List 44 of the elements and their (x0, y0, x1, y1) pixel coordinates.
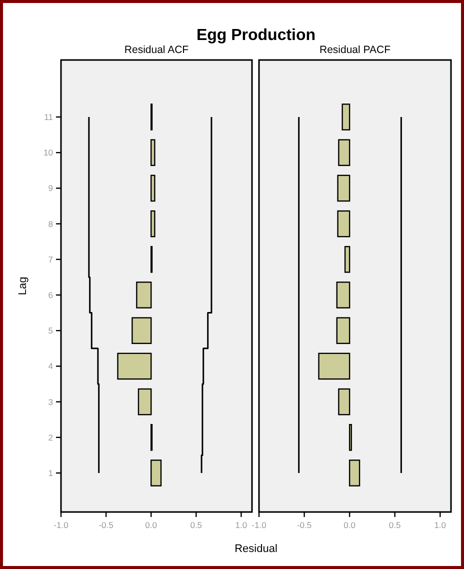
y-tick-label: 6 (48, 290, 54, 300)
bar (150, 139, 156, 166)
bar (336, 282, 350, 308)
bar (138, 388, 152, 416)
bar (132, 317, 152, 344)
bar (136, 282, 152, 308)
bar (150, 210, 156, 238)
chart-subtitle: Residual ACF (124, 44, 189, 56)
bar (342, 104, 350, 130)
y-tick-label: 4 (48, 361, 54, 372)
y-tick-label: 3 (48, 396, 54, 407)
x-tick-label: 1.0 (235, 520, 248, 530)
y-tick-label: 10 (44, 148, 54, 158)
x-tick-label: 1.0 (434, 520, 446, 530)
y-tick-label: 11 (44, 112, 54, 122)
bar (318, 352, 350, 380)
x-tick-label: -1.0 (252, 520, 267, 530)
x-tick-label: 0.0 (344, 520, 356, 530)
x-tick-label: -0.5 (98, 520, 114, 530)
chart-title: Egg Production (196, 27, 316, 44)
bar (337, 174, 350, 202)
x-tick-label: 0.0 (145, 520, 158, 530)
x-tick-label: 0.5 (388, 520, 402, 530)
y-tick-label: 8 (48, 218, 54, 229)
x-tick-label: -0.5 (296, 520, 312, 530)
y-tick-label: 2 (48, 432, 54, 442)
bar (150, 460, 162, 486)
bar (344, 246, 350, 273)
chart-subtitle: Residual PACF (320, 44, 390, 56)
y-axis-title: Lag (17, 276, 29, 296)
x-axis-title: Residual (234, 543, 278, 555)
y-tick-label: 7 (48, 254, 54, 264)
x-tick-label: -1.0 (54, 520, 69, 530)
bar (336, 317, 350, 344)
bar (338, 139, 350, 166)
bar (338, 388, 350, 416)
y-tick-label: 9 (48, 183, 54, 194)
bar (150, 174, 156, 202)
bar (348, 460, 360, 486)
y-tick-label: 1 (48, 468, 54, 478)
y-tick-label: 5 (48, 326, 54, 336)
bar (337, 210, 350, 238)
x-tick-label: 0.5 (190, 520, 202, 530)
bar (117, 352, 152, 380)
